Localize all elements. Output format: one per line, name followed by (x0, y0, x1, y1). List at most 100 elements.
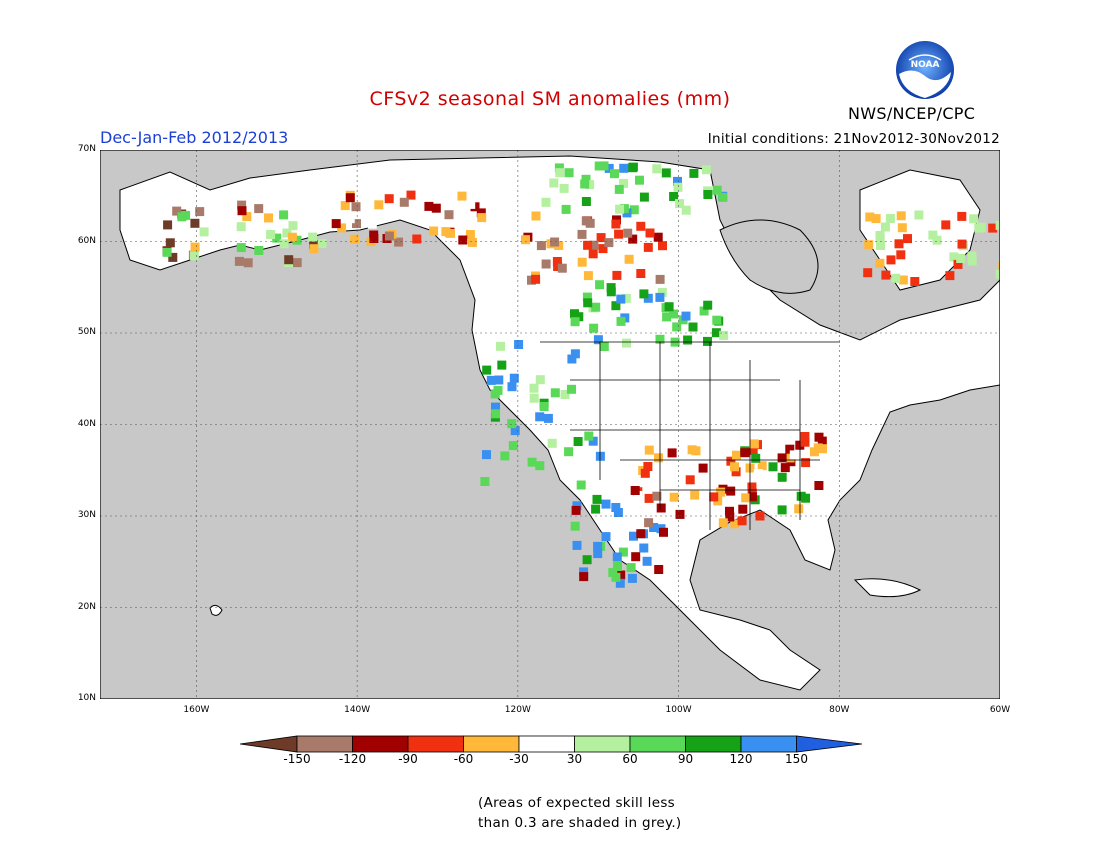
anomaly-cell (655, 292, 665, 302)
anomaly-cell (967, 251, 977, 261)
anomaly-cell (308, 232, 318, 242)
anomaly-cell (451, 218, 461, 227)
anomaly-cell (626, 563, 636, 573)
anomaly-cell (749, 439, 759, 449)
anomaly-cell (644, 493, 654, 503)
anomaly-cell (554, 163, 564, 173)
anomaly-cell (529, 393, 539, 403)
colorbar-box (574, 735, 631, 753)
anomaly-cell (550, 237, 560, 247)
anomaly-cell (748, 447, 758, 457)
anomaly-cell (282, 228, 292, 238)
anomaly-cell (480, 477, 490, 486)
anomaly-cell (507, 419, 517, 429)
anomaly-cell (549, 178, 559, 188)
anomaly-cell (491, 402, 500, 412)
anomaly-cell (886, 255, 896, 265)
state-borders (540, 341, 840, 530)
anomaly-cell (664, 506, 674, 516)
anomaly-cell (699, 306, 709, 316)
anomaly-cell (599, 342, 609, 351)
anomaly-cell (640, 468, 650, 478)
colorbar-tick: -30 (509, 752, 529, 766)
anomaly-cell (885, 214, 895, 223)
anomaly-cell (482, 450, 491, 460)
anomaly-cell (689, 168, 699, 178)
anomaly-cell (716, 487, 726, 497)
lat-label: 60N (77, 235, 96, 246)
anomaly-cell (653, 232, 663, 242)
anomaly-cell (619, 204, 629, 214)
anomaly-cell (777, 505, 787, 515)
anomaly-cell (703, 300, 713, 310)
anomaly-cell (399, 197, 409, 207)
anomaly-cell (601, 499, 611, 509)
anomaly-cell (630, 486, 640, 495)
anomaly-cell (865, 212, 875, 222)
colorbar-tick: 60 (622, 752, 638, 766)
anomaly-cell (279, 210, 289, 220)
anomaly-cell (669, 309, 679, 319)
anomaly-cell (189, 251, 199, 261)
anomaly-cell (655, 464, 664, 474)
noaa-logo-icon: NOAA (896, 41, 954, 99)
anomaly-cell (591, 302, 601, 312)
colorbar-tick: -150 (283, 752, 311, 766)
lat-label: 10N (77, 693, 96, 703)
anomaly-cell (367, 219, 377, 229)
anomaly-cell (615, 204, 625, 214)
anomaly-cell (863, 268, 873, 278)
anomaly-cell (652, 164, 662, 174)
anomaly-cell (612, 552, 622, 562)
anomaly-cell (583, 298, 593, 308)
anomaly-cell (673, 176, 682, 186)
anomaly-cell (491, 409, 501, 419)
anomaly-cell (891, 273, 901, 283)
anomaly-cell (611, 219, 621, 229)
anomaly-cell (703, 190, 713, 199)
anomaly-cell (561, 204, 571, 214)
anomaly-cell (786, 481, 796, 491)
anomaly-cell (264, 213, 273, 223)
anomaly-cell (636, 529, 646, 539)
anomaly-cell (741, 493, 751, 503)
anomaly-cell (309, 244, 319, 254)
anomaly-cell (614, 184, 624, 194)
anomaly-cell (687, 445, 697, 455)
anomaly-cell (190, 218, 200, 228)
anomaly-cell (601, 532, 611, 542)
anomaly-cell (234, 256, 244, 266)
anomaly-cell (753, 469, 763, 479)
anomaly-cell (444, 210, 454, 220)
anomaly-cell (589, 323, 599, 333)
colorbar-box (296, 735, 353, 753)
anomaly-cell (163, 220, 173, 230)
anomaly-cell (712, 315, 722, 325)
anomaly-cell (466, 216, 476, 226)
anomaly-cell (331, 219, 341, 229)
anomaly-cell (508, 441, 518, 451)
anomaly-cell (619, 178, 629, 188)
anomaly-cell (751, 453, 761, 463)
anomaly-cell (777, 453, 787, 463)
colorbar-tick: 90 (677, 752, 694, 766)
anomaly-cell (535, 375, 545, 385)
anomaly-cell (614, 229, 624, 239)
anomaly-cell (672, 322, 682, 332)
anomaly-cell (570, 521, 580, 531)
anomaly-cell (675, 509, 685, 519)
anomaly-cell (945, 271, 955, 281)
anomaly-cell (864, 240, 874, 250)
colorbar-box (685, 735, 742, 753)
anomaly-cell (969, 214, 979, 224)
anomaly-cell (616, 570, 626, 580)
anomaly-cell (768, 462, 778, 472)
anomaly-cell (995, 220, 1000, 230)
colorbar-box (518, 735, 575, 753)
anomaly-cell (645, 228, 655, 238)
anomaly-cell (350, 234, 360, 244)
anomaly-cell (384, 231, 394, 241)
anomaly-cell (875, 234, 885, 244)
anomaly-cell (292, 258, 302, 268)
anomaly-cells (162, 161, 1000, 588)
